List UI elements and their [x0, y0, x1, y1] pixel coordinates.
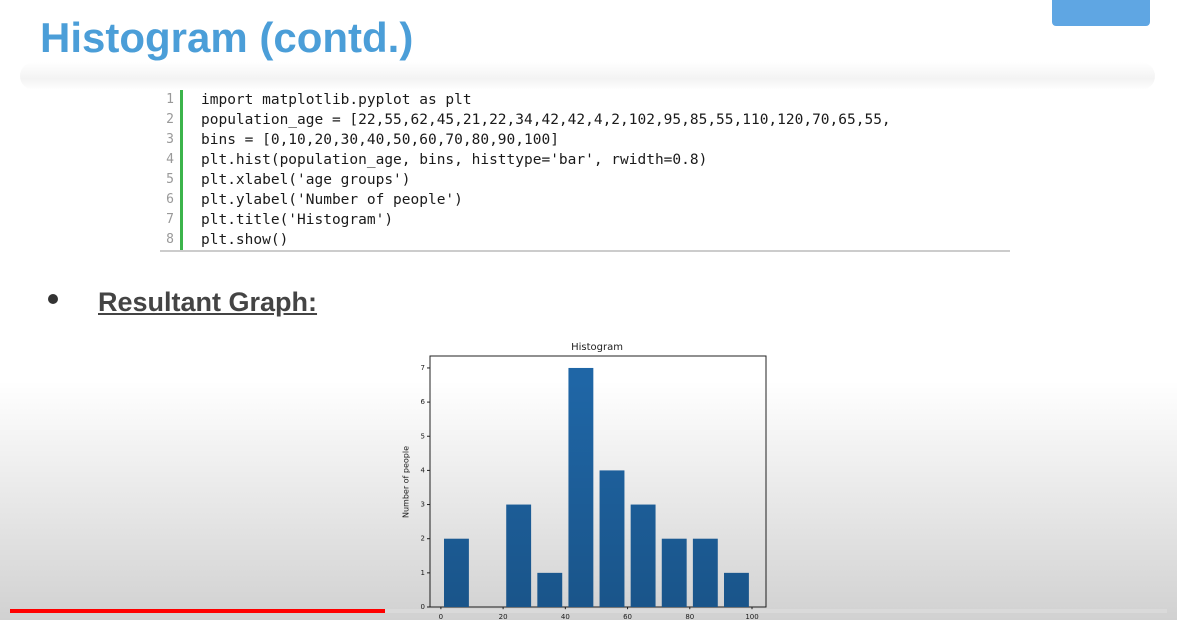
progress-track[interactable] — [10, 609, 1167, 613]
y-tick-label: 5 — [421, 432, 425, 440]
y-tick-label: 3 — [421, 501, 425, 509]
line-number: 7 — [166, 212, 174, 227]
code-line: 7 plt.title('Histogram') — [160, 210, 1010, 230]
x-tick-label: 60 — [623, 613, 632, 620]
line-number: 2 — [166, 112, 174, 127]
y-tick-label: 0 — [421, 603, 425, 611]
line-number: 4 — [166, 152, 174, 167]
line-number: 5 — [166, 172, 174, 187]
bar — [444, 538, 469, 607]
line-number: 1 — [166, 92, 174, 107]
line-number: 6 — [166, 192, 174, 207]
y-tick-label: 1 — [421, 569, 425, 577]
bar — [630, 504, 656, 607]
bar — [661, 538, 687, 607]
code-line: 8 plt.show() — [160, 230, 1010, 250]
bar — [537, 572, 563, 607]
code-line: 1 import matplotlib.pyplot as plt — [160, 90, 1010, 110]
code-gutter — [180, 90, 183, 250]
bar — [692, 538, 718, 607]
y-tick-label: 7 — [421, 364, 425, 372]
code-block: 1 import matplotlib.pyplot as plt 2 populat… — [160, 90, 1010, 252]
code-line: 5 plt.xlabel('age groups') — [160, 170, 1010, 190]
title-underbar — [20, 62, 1155, 90]
code-text: plt.show() — [201, 232, 289, 248]
code-line: 4 plt.hist(population_age, bins, histtype… — [160, 150, 1010, 170]
bar — [724, 572, 749, 607]
corner-box — [1052, 0, 1150, 26]
code-text: import matplotlib.pyplot as plt — [201, 92, 472, 108]
code-text: plt.hist(population_age, bins, histtype=… — [201, 152, 708, 168]
y-tick-label: 6 — [421, 398, 426, 406]
progress-bar[interactable] — [10, 609, 385, 613]
x-tick-label: 0 — [439, 613, 443, 620]
bullet-dot — [48, 294, 58, 304]
x-tick-label: 100 — [745, 613, 758, 620]
code-line: 2 population_age = [22,55,62,45,21,22,34,… — [160, 110, 1010, 130]
y-tick-label: 4 — [421, 466, 426, 474]
code-text: population_age = [22,55,62,45,21,22,34,4… — [201, 112, 891, 128]
code-text: plt.xlabel('age groups') — [201, 172, 411, 188]
code-line: 6 plt.ylabel('Number of people') — [160, 190, 1010, 210]
line-number: 8 — [166, 232, 174, 247]
x-tick-label: 80 — [685, 613, 694, 620]
code-text: plt.ylabel('Number of people') — [201, 192, 463, 208]
x-tick-label: 40 — [561, 613, 570, 620]
slide-title: Histogram (contd.) — [40, 14, 414, 61]
bullet-text: Resultant Graph: — [98, 287, 318, 317]
bar — [506, 504, 532, 607]
line-number: 3 — [166, 132, 174, 147]
bar — [568, 367, 594, 607]
y-tick-label: 2 — [421, 535, 425, 543]
x-tick-label: 20 — [499, 613, 508, 620]
bar — [599, 470, 625, 607]
y-axis-label: Number of people — [402, 446, 411, 518]
code-text: bins = [0,10,20,30,40,50,60,70,80,90,100… — [201, 132, 559, 148]
code-text: plt.title('Histogram') — [201, 212, 394, 228]
chart-title: Histogram — [571, 342, 623, 353]
code-line: 3 bins = [0,10,20,30,40,50,60,70,80,90,10… — [160, 130, 1010, 150]
